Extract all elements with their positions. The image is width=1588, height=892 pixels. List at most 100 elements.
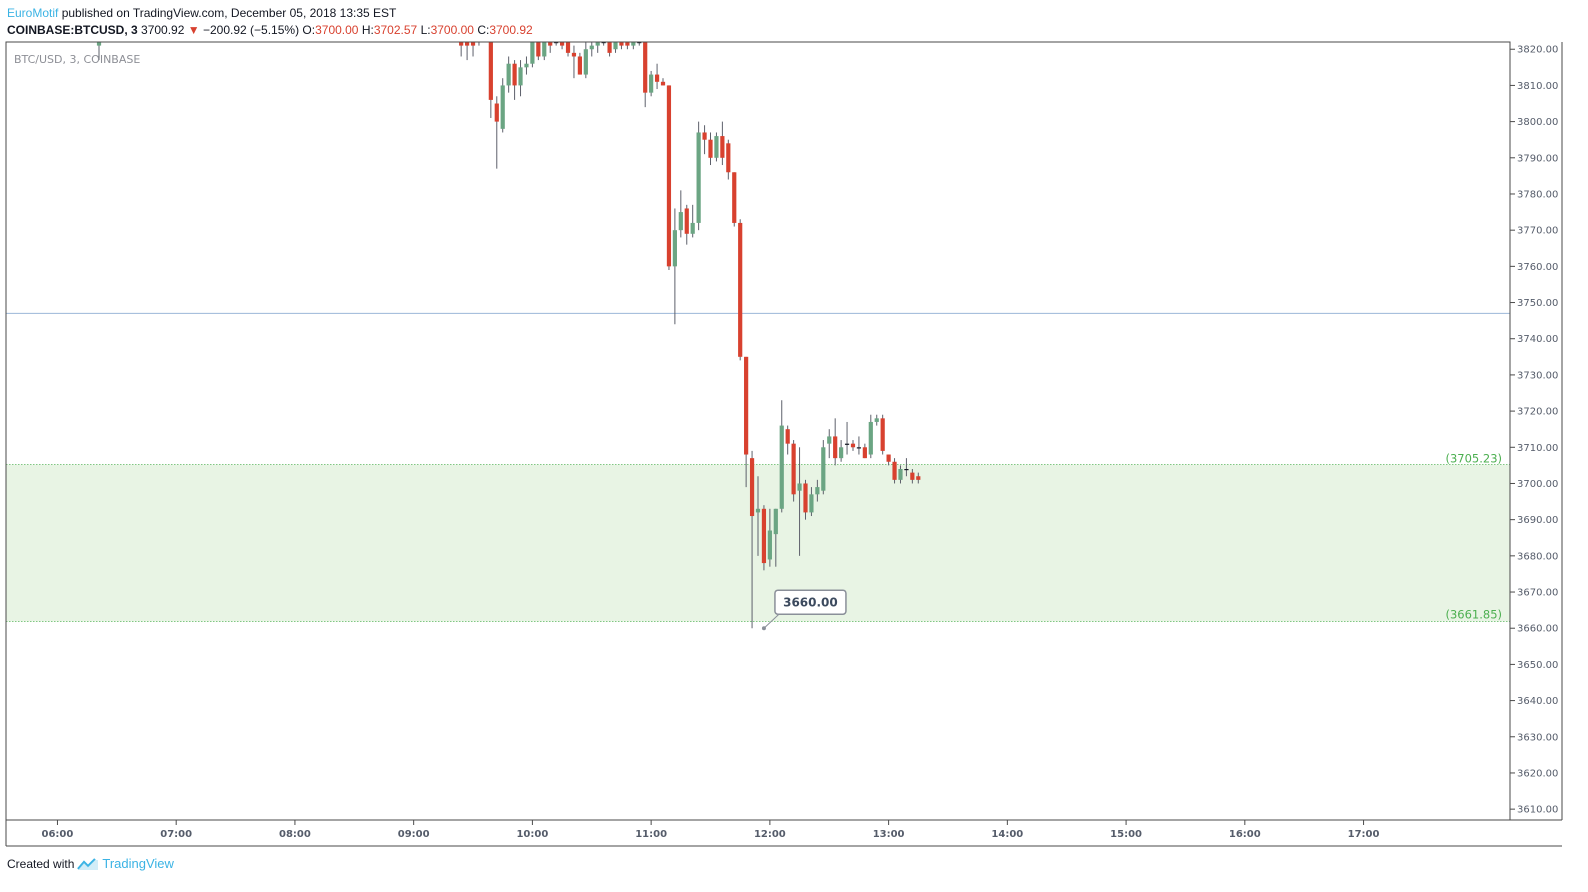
candle-body-down <box>660 81 666 86</box>
candle-body-down <box>862 447 867 459</box>
candle-body-up <box>767 530 772 560</box>
candle-body-down <box>536 42 541 57</box>
close-label: C: <box>477 23 490 37</box>
candle-body-up <box>530 42 535 64</box>
candle-body-down <box>761 508 767 564</box>
y-tick-label: 3760.00 <box>1517 262 1558 273</box>
candle-body-up <box>500 85 505 129</box>
tradingview-logo-icon <box>77 858 99 870</box>
y-tick-label: 3630.00 <box>1517 732 1558 743</box>
close-value: 3700.92 <box>489 23 533 37</box>
candle-body-down <box>565 42 571 53</box>
candle-body-up <box>827 436 832 444</box>
price-change: −200.92 (−5.15%) <box>203 23 300 37</box>
candle-body-up <box>506 63 511 86</box>
x-tick-label: 06:00 <box>42 829 74 840</box>
y-tick-label: 3800.00 <box>1517 117 1558 128</box>
candle-body-down <box>785 429 790 444</box>
candle-body-up <box>690 222 695 234</box>
candle-body-down <box>708 139 713 158</box>
candle-body-up <box>868 421 873 455</box>
candle-body-up <box>637 42 642 44</box>
candle-body-down <box>744 356 749 455</box>
callout-pointer <box>763 613 780 629</box>
chart-symbol-label: BTC/USD, 3, COINBASE <box>14 53 140 66</box>
candle-body-down <box>459 42 464 46</box>
candle-body-down <box>488 42 493 100</box>
candle-body-up <box>554 42 559 44</box>
candle-body-down <box>791 443 796 495</box>
y-tick-label: 3780.00 <box>1517 189 1558 200</box>
candle-body-down <box>607 42 612 53</box>
candle-body-down <box>892 461 897 480</box>
y-tick-label: 3730.00 <box>1517 370 1558 381</box>
x-tick-label: 10:00 <box>516 829 548 840</box>
candle-body-up <box>595 42 600 46</box>
x-tick-label: 14:00 <box>991 829 1023 840</box>
candle-body-down <box>738 222 743 357</box>
x-tick-label: 08:00 <box>279 829 311 840</box>
callout-box[interactable] <box>774 589 847 615</box>
candle-body-up <box>477 35 481 39</box>
y-tick-label: 3680.00 <box>1517 551 1558 562</box>
author-link[interactable]: EuroMotif <box>7 6 59 20</box>
y-tick-label: 3710.00 <box>1517 443 1558 454</box>
candle-body-down <box>666 85 672 267</box>
candle-body-up <box>524 63 529 68</box>
tradingview-brand[interactable]: TradingView <box>102 856 174 871</box>
candle-body-down <box>548 42 553 46</box>
candle-body-up <box>904 468 909 471</box>
y-tick-label: 3790.00 <box>1517 153 1558 164</box>
candle-body-up <box>678 212 683 231</box>
publication-line: EuroMotif published on TradingView.com, … <box>7 5 396 21</box>
candle-body-up <box>672 230 677 267</box>
x-tick-label: 16:00 <box>1229 829 1261 840</box>
candle-body-up <box>779 425 784 509</box>
candle-body-down <box>916 476 921 480</box>
created-with-label: Created with <box>7 857 75 871</box>
x-tick-label: 11:00 <box>635 829 667 840</box>
x-tick-label: 09:00 <box>398 829 430 840</box>
y-tick-label: 3620.00 <box>1517 768 1558 779</box>
x-tick-label: 07:00 <box>160 829 192 840</box>
candle-body-down <box>702 132 707 140</box>
candle-body-down <box>619 42 624 46</box>
candle-body-down <box>684 208 689 234</box>
candle-body-up <box>601 42 606 44</box>
x-tick-label: 13:00 <box>873 829 905 840</box>
candle-body-down <box>732 172 737 223</box>
candle-body-down <box>726 143 731 173</box>
candle-body-up <box>839 447 844 459</box>
candle-body-down <box>910 472 915 480</box>
candle-body-up <box>773 508 778 535</box>
candle-body-down <box>577 56 582 75</box>
published-text: published on TradingView.com, December 0… <box>58 6 397 20</box>
candle-body-down <box>749 458 755 517</box>
candle-body-down <box>880 418 885 451</box>
y-tick-label: 3770.00 <box>1517 226 1558 237</box>
y-tick-label: 3670.00 <box>1517 588 1558 599</box>
y-tick-label: 3690.00 <box>1517 515 1558 526</box>
down-arrow-icon: ▼ <box>187 23 200 37</box>
y-tick-label: 3820.00 <box>1517 45 1558 56</box>
footer: Created with TradingView <box>7 856 174 872</box>
candle-body-down <box>803 483 808 513</box>
low-value: 3700.00 <box>430 23 474 37</box>
candle-body-up <box>542 42 547 57</box>
open-value: 3700.00 <box>315 23 359 37</box>
candle-body-up <box>797 483 802 491</box>
x-tick-label: 15:00 <box>1110 829 1142 840</box>
candle-body-up <box>96 42 102 46</box>
callout-label: 3660.00 <box>783 596 838 610</box>
candle-body-down <box>464 42 470 46</box>
candle-body-up <box>696 132 701 223</box>
candle-body-up <box>856 447 862 449</box>
plot-frame <box>5 41 1511 821</box>
y-tick-label: 3660.00 <box>1517 624 1558 635</box>
candle-body-down <box>470 42 476 46</box>
x-tick-label: 12:00 <box>754 829 786 840</box>
candle-body-down <box>654 74 660 82</box>
candle-body-up <box>518 67 523 86</box>
candle-body-down <box>720 136 725 158</box>
